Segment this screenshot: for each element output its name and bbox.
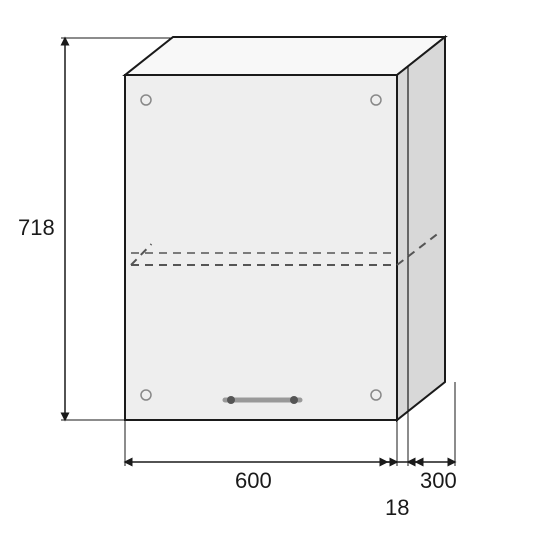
dimension-depth-label: 300: [420, 468, 457, 493]
cabinet-body: [125, 37, 445, 420]
cabinet-front-face: [125, 75, 397, 420]
cabinet-technical-drawing: 718 600 18 300: [0, 0, 550, 550]
door-handle-end-left: [227, 396, 235, 404]
cabinet-top-face: [125, 37, 445, 75]
cabinet-side-face: [397, 37, 445, 420]
dimension-width-label: 600: [235, 468, 272, 493]
door-handle-end-right: [290, 396, 298, 404]
dimension-height-label: 718: [18, 215, 55, 240]
dimension-width: 600: [125, 420, 397, 493]
dimension-side-label: 18: [385, 495, 409, 520]
